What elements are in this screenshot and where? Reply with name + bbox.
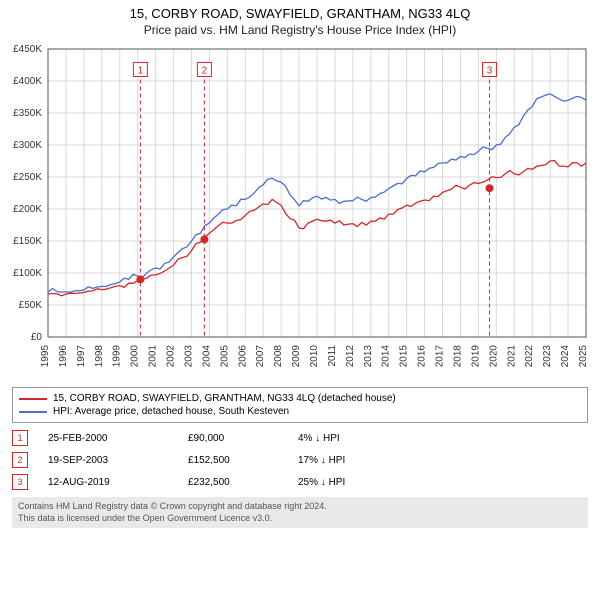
- sale-marker-dot: [136, 275, 144, 283]
- sale-date: 25-FEB-2000: [48, 433, 188, 444]
- sale-date: 12-AUG-2019: [48, 477, 188, 488]
- sale-marker-number: 3: [487, 65, 493, 76]
- sale-marker-dot: [200, 235, 208, 243]
- y-tick-label: £150K: [13, 236, 42, 247]
- x-tick-label: 2020: [488, 345, 499, 368]
- x-tick-label: 2010: [309, 345, 320, 368]
- x-tick-label: 2023: [542, 345, 553, 368]
- x-tick-label: 2017: [435, 345, 446, 368]
- x-tick-label: 2004: [201, 345, 212, 368]
- x-tick-label: 2018: [452, 345, 463, 368]
- sale-row: 1 25-FEB-2000£90,0004% ↓ HPI: [12, 427, 588, 449]
- x-tick-label: 2019: [470, 345, 481, 368]
- footer-line1: Contains HM Land Registry data © Crown c…: [18, 501, 582, 513]
- y-tick-label: £450K: [13, 44, 42, 55]
- chart-title: 15, CORBY ROAD, SWAYFIELD, GRANTHAM, NG3…: [0, 0, 600, 21]
- y-tick-label: £0: [31, 332, 43, 343]
- x-tick-label: 2014: [381, 345, 392, 368]
- x-tick-label: 2015: [399, 345, 410, 368]
- y-tick-label: £200K: [13, 204, 42, 215]
- legend-swatch: [19, 398, 47, 400]
- x-tick-label: 2022: [524, 345, 535, 368]
- sales-table: 1 25-FEB-2000£90,0004% ↓ HPI 2 19-SEP-2003£…: [12, 427, 588, 493]
- chart-subtitle: Price paid vs. HM Land Registry's House …: [0, 21, 600, 41]
- sale-hpi-diff: 25% ↓ HPI: [298, 477, 418, 488]
- x-tick-label: 2006: [237, 345, 248, 368]
- y-tick-label: £50K: [19, 300, 43, 311]
- x-tick-label: 1998: [94, 345, 105, 368]
- x-tick-label: 2012: [345, 345, 356, 368]
- y-tick-label: £300K: [13, 140, 42, 151]
- x-tick-label: 2001: [148, 345, 159, 368]
- sale-row-marker: 1: [12, 430, 28, 446]
- sale-row-marker: 3: [12, 474, 28, 490]
- chart-area: £0 £50K £100K £150K £200K £250K £300K £350K £400…: [0, 41, 600, 381]
- legend-swatch: [19, 411, 47, 413]
- x-tick-label: 2002: [166, 345, 177, 368]
- x-tick-label: 1995: [40, 345, 51, 368]
- x-tick-label: 2016: [417, 345, 428, 368]
- sale-hpi-diff: 17% ↓ HPI: [298, 455, 418, 466]
- x-tick-label: 2008: [273, 345, 284, 368]
- y-tick-label: £400K: [13, 76, 42, 87]
- x-tick-label: 2007: [255, 345, 266, 368]
- sale-price: £152,500: [188, 455, 298, 466]
- sale-row-marker: 2: [12, 452, 28, 468]
- x-tick-label: 2009: [291, 345, 302, 368]
- sale-row: 3 12-AUG-2019£232,50025% ↓ HPI: [12, 471, 588, 493]
- footer-attribution: Contains HM Land Registry data © Crown c…: [12, 497, 588, 528]
- legend-label: 15, CORBY ROAD, SWAYFIELD, GRANTHAM, NG3…: [53, 393, 396, 404]
- chart-container: 15, CORBY ROAD, SWAYFIELD, GRANTHAM, NG3…: [0, 0, 600, 528]
- sale-price: £232,500: [188, 477, 298, 488]
- x-tick-label: 2003: [183, 345, 194, 368]
- footer-line2: This data is licensed under the Open Gov…: [18, 513, 582, 525]
- sale-hpi-diff: 4% ↓ HPI: [298, 433, 418, 444]
- sale-row: 2 19-SEP-2003£152,50017% ↓ HPI: [12, 449, 588, 471]
- sale-price: £90,000: [188, 433, 298, 444]
- legend: 15, CORBY ROAD, SWAYFIELD, GRANTHAM, NG3…: [12, 387, 588, 423]
- legend-item: 15, CORBY ROAD, SWAYFIELD, GRANTHAM, NG3…: [19, 392, 581, 405]
- x-tick-label: 2011: [327, 345, 338, 367]
- x-tick-label: 1997: [76, 345, 87, 368]
- line-chart-svg: £0 £50K £100K £150K £200K £250K £300K £350K £400…: [0, 41, 600, 381]
- x-tick-label: 2024: [560, 345, 571, 368]
- x-tick-label: 2013: [363, 345, 374, 368]
- x-tick-label: 1999: [112, 345, 123, 368]
- x-tick-label: 1996: [58, 345, 69, 368]
- y-tick-label: £250K: [13, 172, 42, 183]
- x-tick-label: 2021: [506, 345, 517, 368]
- sale-marker-number: 2: [202, 65, 208, 76]
- x-tick-label: 2005: [219, 345, 230, 368]
- x-tick-label: 2000: [130, 345, 141, 368]
- y-tick-label: £100K: [13, 268, 42, 279]
- sale-date: 19-SEP-2003: [48, 455, 188, 466]
- sale-marker-number: 1: [138, 65, 144, 76]
- legend-label: HPI: Average price, detached house, Sout…: [53, 406, 289, 417]
- legend-item: HPI: Average price, detached house, Sout…: [19, 405, 581, 418]
- y-tick-label: £350K: [13, 108, 42, 119]
- sale-marker-dot: [486, 184, 494, 192]
- x-tick-label: 2025: [578, 345, 589, 368]
